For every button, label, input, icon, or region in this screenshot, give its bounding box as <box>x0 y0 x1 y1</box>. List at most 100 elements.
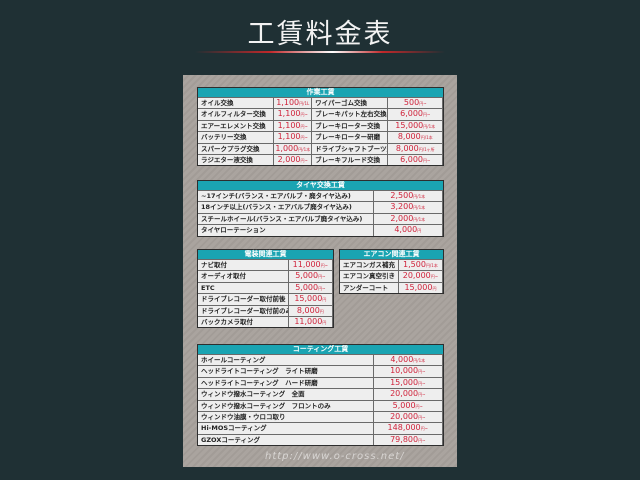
price-unit: 円/1ヶ所 <box>418 146 435 152</box>
price-unit: 円~ <box>418 414 426 420</box>
service-price: 8,000円 <box>288 305 333 316</box>
price-value: 148,000 <box>387 423 421 433</box>
price-value: 5,000 <box>295 282 319 292</box>
service-price: 1,100円/1L <box>274 98 313 109</box>
price-unit: 円~ <box>418 380 426 386</box>
price-value: 6,000 <box>400 154 424 164</box>
price-unit: 円 <box>322 319 327 325</box>
service-price: 2,500円/1本 <box>373 191 443 202</box>
price-value: 4,000 <box>394 225 418 235</box>
price-unit: 円~ <box>300 123 308 129</box>
service-name: ETC <box>198 282 289 294</box>
service-name: ラジエター液交換 <box>198 154 275 166</box>
price-value: 10,000 <box>390 366 419 376</box>
section-tire: タイヤ交換工賃 ~17インチ(バランス・エアバルブ・廃タイヤ込み) 2,500円/1… <box>197 180 444 237</box>
table-row: GZOXコーティング 79,800円~ <box>198 433 443 446</box>
price-unit: 円~ <box>430 274 439 280</box>
service-name: オーディオ取付 <box>198 271 289 282</box>
table-row: オーディオ取付 5,000円~ <box>198 270 333 282</box>
service-name: ブレーキローター研磨 <box>312 132 389 143</box>
price-unit: 円~ <box>419 101 427 106</box>
service-price: 5,000円~ <box>288 271 333 282</box>
service-price: 2,000円~ <box>274 154 313 166</box>
price-unit: 円/1L <box>299 101 310 106</box>
service-name: バックカメラ取付 <box>198 316 289 328</box>
service-price: 15,000円 <box>288 294 333 305</box>
table-row: アンダーコート 15,000円 <box>340 281 443 294</box>
table-row: ~17インチ(バランス・エアバルブ・廃タイヤ込み) 2,500円/1本 <box>198 190 443 202</box>
service-price: 1,100円~ <box>274 109 313 120</box>
price-value: 15,000 <box>390 377 419 387</box>
title-underline <box>195 51 445 53</box>
service-name: ドライブレコーダー取付前後 <box>198 294 289 305</box>
service-name: ウィンドウ油膜・ウロコ取り <box>198 411 374 423</box>
service-price: 1,100円~ <box>274 120 313 132</box>
service-name: オイル交換 <box>198 98 275 109</box>
service-name: ブレーキローター交換 <box>312 120 389 132</box>
service-price: 11,000円~ <box>288 260 333 271</box>
service-price: 3,200円/1本 <box>373 202 443 213</box>
table-row: ドライブレコーダー取付前のみ 8,000円 <box>198 304 333 316</box>
service-name: ブレーキフルード交換 <box>312 154 389 166</box>
page-title: 工賃料金表 <box>247 19 393 50</box>
service-name: ウィンドウ撥水コーティング フロントのみ <box>198 400 374 411</box>
table-row: ETC 5,000円~ <box>198 281 333 294</box>
service-price: 79,800円~ <box>373 434 443 446</box>
service-name: ブレーキパット左右交換 <box>312 109 389 120</box>
price-unit: 円~ <box>423 112 431 118</box>
service-name: エアコン真空引き <box>340 271 399 282</box>
service-name: Hi-MOSコーティング <box>198 423 374 434</box>
service-name: オイルフィルター交換 <box>198 109 275 120</box>
section-header: コーティング工賃 <box>198 345 443 354</box>
price-unit: 円/1本 <box>413 194 426 199</box>
service-price: 6,000円~ <box>388 109 444 120</box>
service-name: GZOXコーティング <box>198 434 374 446</box>
price-value: 500 <box>403 98 420 107</box>
price-value: 2,500 <box>390 191 414 200</box>
service-name: ~17インチ(バランス・エアバルブ・廃タイヤ込み) <box>198 191 374 202</box>
service-price: 6,000円~ <box>388 154 444 166</box>
table-row: スパークプラグ交換1,000円/1本ドライブシャフトブーツ交換8,000円/1ヶ… <box>198 142 444 154</box>
price-value: 79,800 <box>390 434 419 444</box>
table-row: ラジエター液交換 2,000円~ ブレーキフルード交換 6,000円~ <box>198 153 444 166</box>
price-value: 15,000 <box>395 120 424 130</box>
price-unit: 円 <box>322 297 327 303</box>
price-value: 20,000 <box>402 271 431 281</box>
price-unit: 円/1本 <box>425 263 438 268</box>
service-price: 148,000円~ <box>373 423 443 434</box>
table-row: ウィンドウ油膜・ウロコ取り 20,000円~ <box>198 410 443 423</box>
price-value: 2,000 <box>390 213 414 223</box>
price-unit: 円/1本 <box>423 123 436 129</box>
price-unit: 円/1本 <box>420 135 433 141</box>
price-unit: 円~ <box>318 274 326 280</box>
service-name: ワイパーゴム交換 <box>312 98 389 109</box>
service-name: タイヤローテーション <box>198 225 374 236</box>
price-unit: 円~ <box>415 403 423 409</box>
service-price: 1,100円~ <box>274 132 313 143</box>
price-value: 15,000 <box>294 294 323 304</box>
table-row: バックカメラ取付 11,000円 <box>198 315 333 328</box>
price-value: 1,100 <box>277 109 301 119</box>
section-work: 作業工賃 オイル交換 1,100円/1L ワイパーゴム交換 500円~ オイルフィルター交… <box>197 87 444 167</box>
service-price: 8,000円/1ヶ所 <box>388 143 444 154</box>
section-header: 電装関連工賃 <box>198 250 333 259</box>
table-row: Hi-MOSコーティング 148,000円~ <box>198 422 443 434</box>
table-row: ナビ取付 11,000円~ <box>198 259 333 271</box>
price-unit: 円 <box>417 228 422 234</box>
service-price: 1,000円/1本 <box>274 143 313 154</box>
table-row: ヘッドライトコーティング ライト研磨 10,000円~ <box>198 365 443 377</box>
price-unit: 円/1本 <box>413 358 426 363</box>
price-unit: 円 <box>432 285 437 291</box>
price-unit: 円~ <box>300 157 308 163</box>
price-unit: 円~ <box>320 263 329 268</box>
price-value: 4,000 <box>390 355 414 364</box>
price-value: 1,100 <box>277 132 301 142</box>
price-value: 2,000 <box>277 154 301 164</box>
service-name: ヘッドライトコーティング ハード研磨 <box>198 377 374 389</box>
price-unit: 円~ <box>418 392 426 398</box>
service-price: 20,000円~ <box>398 271 443 282</box>
service-price: 15,000円~ <box>373 377 443 389</box>
table-row: ドライブレコーダー取付前後 15,000円 <box>198 293 333 305</box>
service-name: ホイールコーティング <box>198 355 374 366</box>
section-header: エアコン関連工賃 <box>340 250 443 259</box>
